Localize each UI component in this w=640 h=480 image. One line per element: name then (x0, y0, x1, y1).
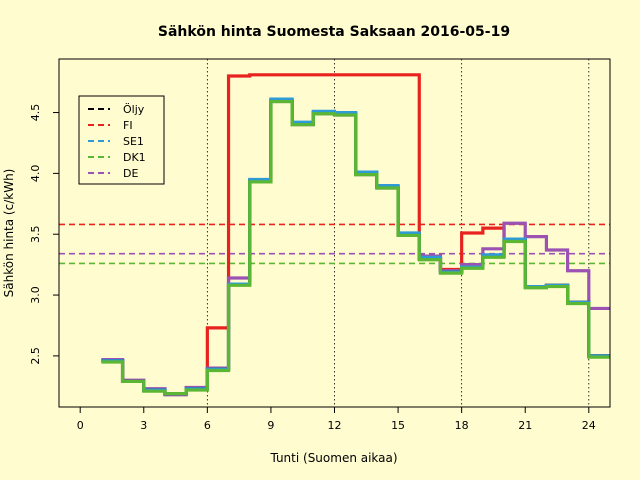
x-tick-label: 3 (140, 419, 147, 432)
x-tick-label: 21 (518, 419, 532, 432)
series-lines (101, 73, 610, 397)
x-tick-label: 15 (391, 419, 405, 432)
series-line (101, 99, 610, 396)
y-axis-label: Sähkön hinta (c/kWh) (2, 169, 16, 298)
y-axis: 2.5 3.0 3.5 4.0 4.5 (29, 104, 60, 365)
x-tick-label: 12 (328, 419, 342, 432)
average-lines (59, 223, 610, 265)
x-axis-label: Tunti (Suomen aikaa) (269, 451, 397, 465)
x-axis: 0 3 6 9 12 15 18 21 24 (77, 406, 596, 432)
x-tick-label: 24 (582, 419, 596, 432)
y-tick-label: 4.0 (29, 165, 42, 183)
y-tick-label: 3.5 (29, 225, 42, 243)
chart-title: Sähkön hinta Suomesta Saksaan 2016-05-19 (158, 24, 510, 40)
y-tick-label: 3.0 (29, 286, 42, 304)
x-tick-label: 18 (455, 419, 469, 432)
x-tick-label: 0 (77, 419, 84, 432)
y-tick-label: 4.5 (29, 104, 42, 122)
legend: Öljy FI SE1 DK1 DE (78, 95, 165, 185)
legend-label: FI (123, 119, 133, 132)
x-tick-label: 9 (267, 419, 274, 432)
legend-label: Öljy (123, 103, 145, 116)
x-tick-label: 6 (204, 419, 211, 432)
legend-box (78, 95, 165, 185)
y-tick-label: 2.5 (29, 347, 42, 365)
legend-label: DE (123, 167, 138, 180)
legend-label: SE1 (123, 135, 144, 148)
legend-label: DK1 (123, 151, 146, 164)
